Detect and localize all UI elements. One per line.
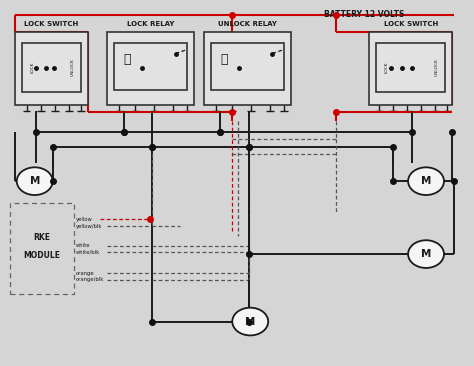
Text: M: M [245, 317, 255, 326]
FancyBboxPatch shape [376, 42, 445, 92]
FancyBboxPatch shape [15, 32, 88, 105]
Text: BATTERY 12 VOLTS: BATTERY 12 VOLTS [324, 10, 405, 19]
Text: UNLOCK: UNLOCK [71, 58, 74, 76]
Text: UNLOCK: UNLOCK [435, 58, 438, 76]
FancyBboxPatch shape [114, 42, 187, 90]
Text: yellow/blk: yellow/blk [76, 224, 102, 228]
Text: orange: orange [76, 271, 94, 276]
Text: UNLOCK RELAY: UNLOCK RELAY [218, 21, 277, 27]
FancyBboxPatch shape [211, 42, 284, 90]
FancyBboxPatch shape [22, 42, 81, 92]
FancyBboxPatch shape [204, 32, 292, 105]
Text: M: M [421, 176, 431, 186]
Text: yellow: yellow [76, 217, 92, 222]
Text: LOCK: LOCK [385, 61, 389, 73]
Text: LOCK SWITCH: LOCK SWITCH [24, 21, 79, 27]
Text: M: M [29, 176, 40, 186]
Text: LOCK: LOCK [30, 61, 34, 73]
FancyBboxPatch shape [369, 32, 452, 105]
Text: MODULE: MODULE [24, 251, 61, 261]
FancyBboxPatch shape [107, 32, 194, 105]
Text: LOCK SWITCH: LOCK SWITCH [383, 21, 438, 27]
Text: RKE: RKE [34, 233, 51, 242]
Circle shape [232, 308, 268, 335]
Circle shape [408, 240, 444, 268]
Text: orange/blk: orange/blk [76, 277, 104, 282]
Circle shape [408, 167, 444, 195]
Text: white: white [76, 243, 91, 248]
Circle shape [17, 167, 53, 195]
Text: M: M [421, 249, 431, 259]
Text: ⎕: ⎕ [124, 53, 131, 66]
Text: LOCK RELAY: LOCK RELAY [127, 21, 174, 27]
Text: white/blk: white/blk [76, 250, 100, 255]
Text: ⎕: ⎕ [220, 53, 228, 66]
